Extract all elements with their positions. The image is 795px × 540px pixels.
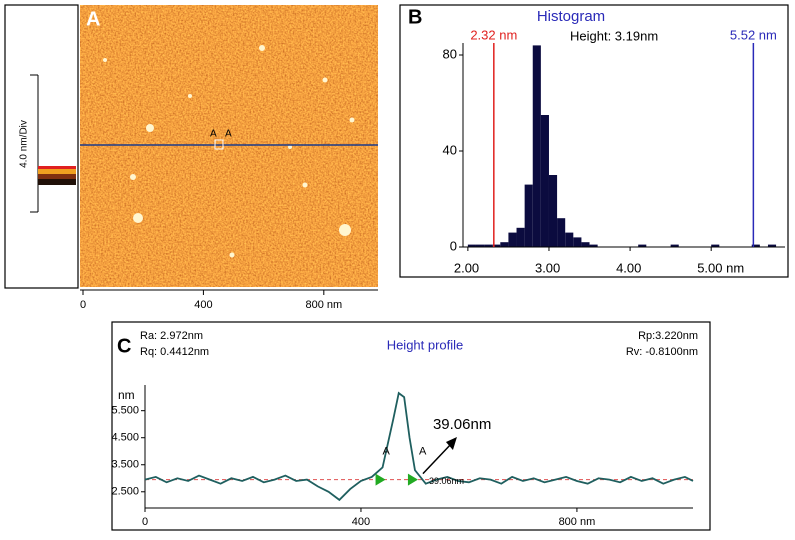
profile-panel bbox=[111, 321, 711, 531]
bar bbox=[670, 244, 679, 247]
chart-title: Histogram bbox=[537, 8, 605, 25]
stat-label: Rp:3.220nm bbox=[638, 330, 698, 342]
bar bbox=[524, 184, 533, 247]
distance-arrow bbox=[422, 441, 454, 475]
stat-label: Rv: -0.8100nm bbox=[626, 346, 698, 358]
stat-label: Rq: 0.4412nm bbox=[140, 346, 209, 358]
bar bbox=[540, 115, 549, 247]
bar bbox=[532, 45, 541, 248]
arrow-head bbox=[445, 437, 457, 450]
x-tick-label: 0 bbox=[80, 299, 86, 311]
y-tick-label: 3.500 bbox=[111, 459, 139, 471]
cursor-label: A bbox=[419, 446, 427, 458]
x-tick-label: 400 bbox=[194, 299, 212, 311]
x-tick-label: 5.00 nm bbox=[697, 260, 744, 275]
bar bbox=[467, 244, 476, 247]
x-tick-label: 800 nm bbox=[305, 299, 342, 311]
cursor-arrow bbox=[375, 473, 386, 486]
colorbar bbox=[38, 169, 76, 174]
profile-line bbox=[144, 391, 694, 502]
panel-label: C bbox=[117, 335, 131, 357]
y-tick-label: 4.500 bbox=[111, 432, 139, 444]
panel-label: B bbox=[408, 6, 422, 28]
colorbar bbox=[38, 179, 76, 185]
y-tick-label: 40 bbox=[443, 142, 457, 157]
cursor-arrow bbox=[407, 473, 418, 486]
bar bbox=[638, 244, 647, 247]
afm-texture bbox=[80, 5, 378, 287]
bar bbox=[751, 244, 760, 247]
distance-label: 39.06nm bbox=[433, 416, 491, 433]
y-tick-label: 5.500 bbox=[111, 405, 139, 417]
bar bbox=[492, 244, 501, 247]
scale-label: 4.0 nm/Div bbox=[19, 120, 30, 168]
annotation: Height: 3.19nm bbox=[570, 28, 658, 43]
scale-panel bbox=[4, 4, 79, 289]
y-tick-label: 0 bbox=[450, 238, 457, 253]
line-marker: A bbox=[225, 129, 232, 140]
bar bbox=[557, 218, 566, 247]
bar bbox=[516, 227, 525, 247]
bar bbox=[767, 244, 777, 247]
distance-small: 39.06nm bbox=[429, 476, 464, 486]
cursor-box bbox=[214, 139, 224, 150]
histogram-panel bbox=[399, 4, 789, 278]
x-tick-label: 800 nm bbox=[559, 516, 596, 528]
bar bbox=[565, 232, 574, 247]
chart-title: Height profile bbox=[387, 337, 464, 352]
bar bbox=[508, 232, 517, 247]
bar bbox=[711, 244, 720, 247]
bar bbox=[581, 242, 590, 247]
x-tick-label: 2.00 bbox=[454, 260, 479, 275]
cursor-label: 5.52 nm bbox=[730, 27, 777, 42]
colorbar bbox=[38, 166, 76, 169]
line-marker: A bbox=[210, 129, 217, 140]
x-tick-label: 400 bbox=[352, 516, 370, 528]
y-tick-label: 80 bbox=[443, 46, 457, 61]
bar bbox=[500, 242, 509, 247]
bar bbox=[475, 244, 485, 247]
x-tick-label: 0 bbox=[142, 516, 148, 528]
x-tick-label: 3.00 bbox=[535, 260, 560, 275]
particles bbox=[103, 45, 355, 258]
bar bbox=[548, 175, 558, 247]
y-axis-label: nm bbox=[118, 388, 135, 402]
x-tick-label: 4.00 bbox=[616, 260, 641, 275]
cursor-label: 2.32 nm bbox=[470, 27, 517, 42]
bar bbox=[589, 244, 598, 247]
panel-label: A bbox=[86, 8, 100, 30]
y-tick-label: 2.500 bbox=[111, 486, 139, 498]
bar bbox=[484, 244, 493, 247]
cursor-label: A bbox=[383, 446, 391, 458]
colorbar bbox=[38, 174, 76, 179]
bar bbox=[573, 237, 582, 247]
stat-label: Ra: 2.972nm bbox=[140, 330, 203, 342]
